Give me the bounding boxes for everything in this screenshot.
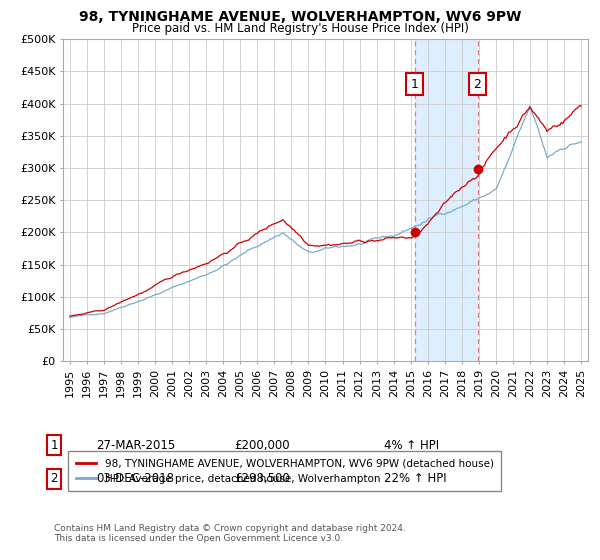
- Text: 1: 1: [411, 78, 419, 91]
- Text: £200,000: £200,000: [234, 438, 290, 452]
- Text: 27-MAR-2015: 27-MAR-2015: [96, 438, 175, 452]
- Text: 98, TYNINGHAME AVENUE, WOLVERHAMPTON, WV6 9PW: 98, TYNINGHAME AVENUE, WOLVERHAMPTON, WV…: [79, 10, 521, 24]
- Text: Price paid vs. HM Land Registry's House Price Index (HPI): Price paid vs. HM Land Registry's House …: [131, 22, 469, 35]
- Text: 4% ↑ HPI: 4% ↑ HPI: [384, 438, 439, 452]
- Text: 03-DEC-2018: 03-DEC-2018: [96, 472, 174, 486]
- Text: 2: 2: [473, 78, 481, 91]
- Text: £298,500: £298,500: [234, 472, 290, 486]
- Text: 2: 2: [50, 472, 58, 486]
- Text: Contains HM Land Registry data © Crown copyright and database right 2024.
This d: Contains HM Land Registry data © Crown c…: [54, 524, 406, 543]
- Text: 22% ↑ HPI: 22% ↑ HPI: [384, 472, 446, 486]
- Text: 1: 1: [50, 438, 58, 452]
- Legend: 98, TYNINGHAME AVENUE, WOLVERHAMPTON, WV6 9PW (detached house), HPI: Average pri: 98, TYNINGHAME AVENUE, WOLVERHAMPTON, WV…: [68, 451, 501, 491]
